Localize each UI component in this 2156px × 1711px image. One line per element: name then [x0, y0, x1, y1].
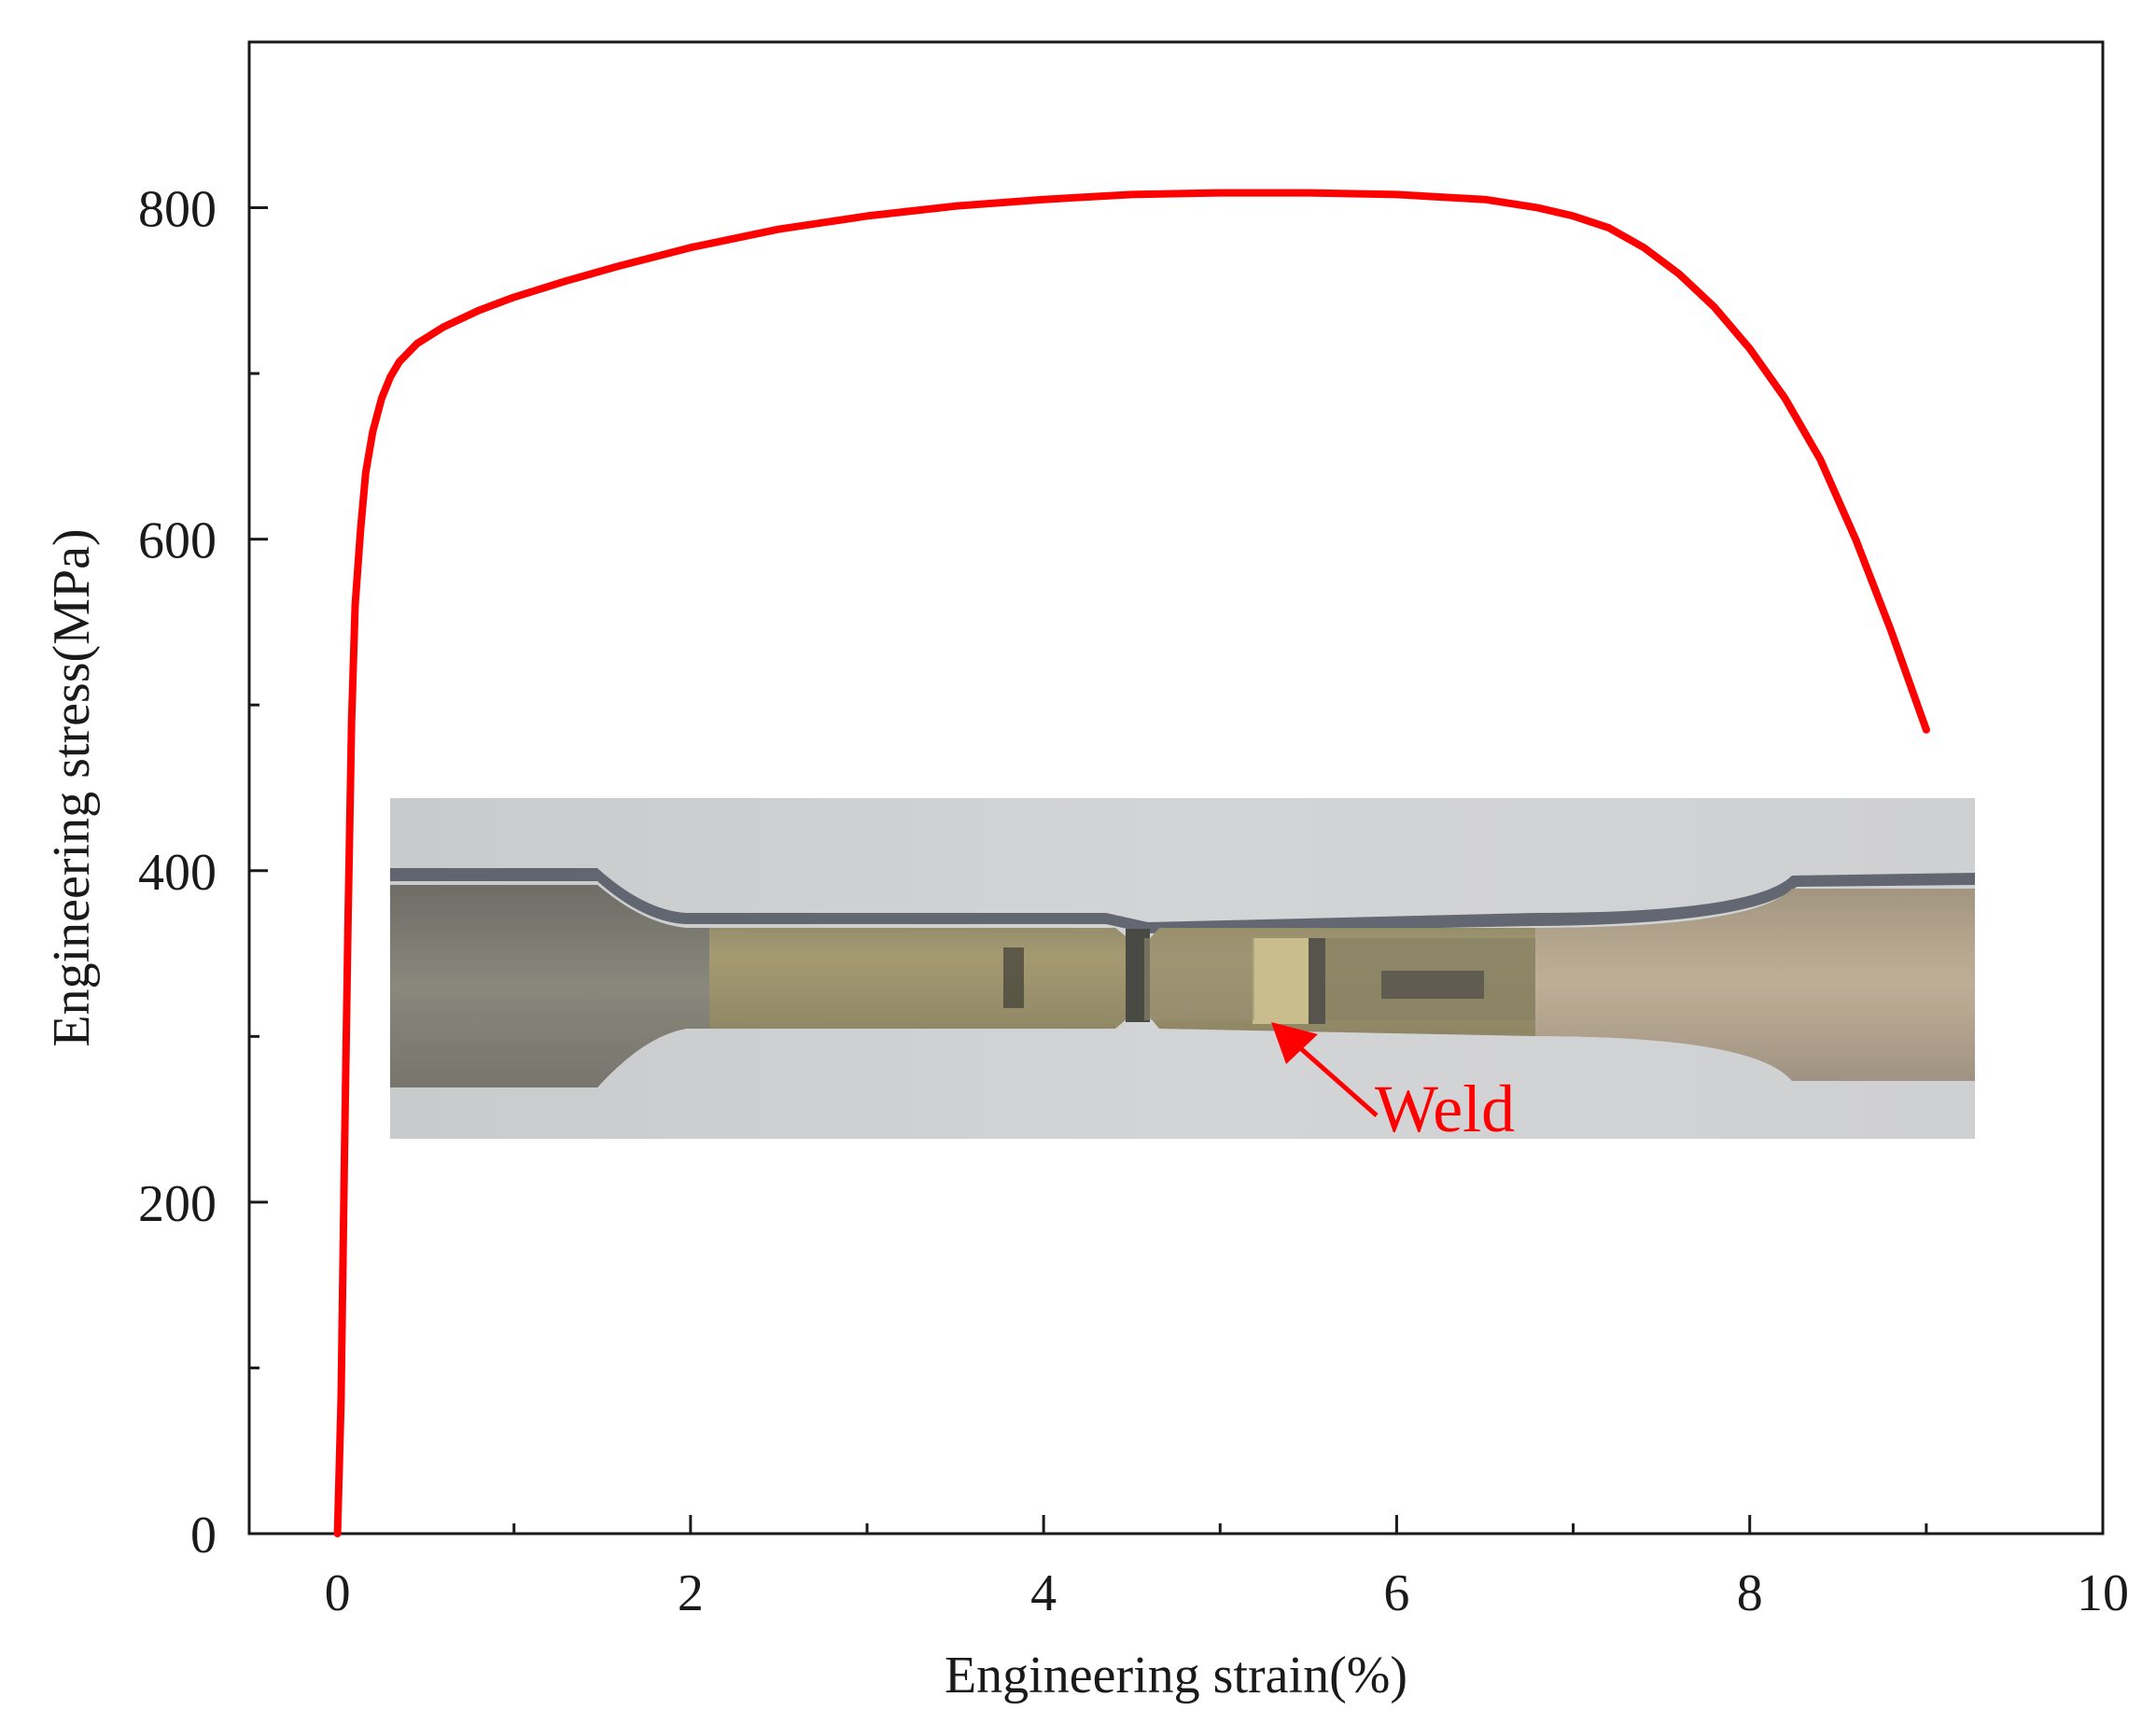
plot-frame — [247, 40, 2105, 1536]
y-tick-label: 0 — [190, 1507, 217, 1564]
weld-annotation: Weld — [1271, 1022, 1515, 1146]
y-tick-label: 800 — [138, 181, 217, 239]
x-tick-label: 8 — [1737, 1564, 1763, 1622]
weld-label: Weld — [1375, 1072, 1515, 1146]
y-tick-label: 200 — [138, 1175, 217, 1233]
y-axis: 0 200 400 600 800 — [138, 181, 268, 1564]
specimen-photo — [390, 798, 1975, 1139]
y-tick-label: 400 — [138, 844, 217, 902]
plot-border — [247, 40, 2105, 1536]
x-tick-label: 10 — [2077, 1564, 2129, 1622]
x-tick-label: 6 — [1383, 1564, 1409, 1622]
y-axis-title: Engineering stress(MPa) — [43, 528, 101, 1046]
x-tick-label: 0 — [325, 1564, 351, 1622]
y-tick-label: 600 — [138, 512, 217, 570]
series-line — [333, 189, 1930, 1537]
x-axis: 0 2 4 6 8 10 — [325, 1515, 2129, 1622]
series-layer — [333, 189, 1930, 1537]
x-axis-title: Engineering strain(%) — [945, 1647, 1407, 1704]
weld-arrow-head — [1271, 1022, 1318, 1064]
x-tick-label: 2 — [678, 1564, 704, 1622]
weld-arrow-shaft — [1295, 1044, 1379, 1117]
x-tick-label: 4 — [1030, 1564, 1057, 1622]
